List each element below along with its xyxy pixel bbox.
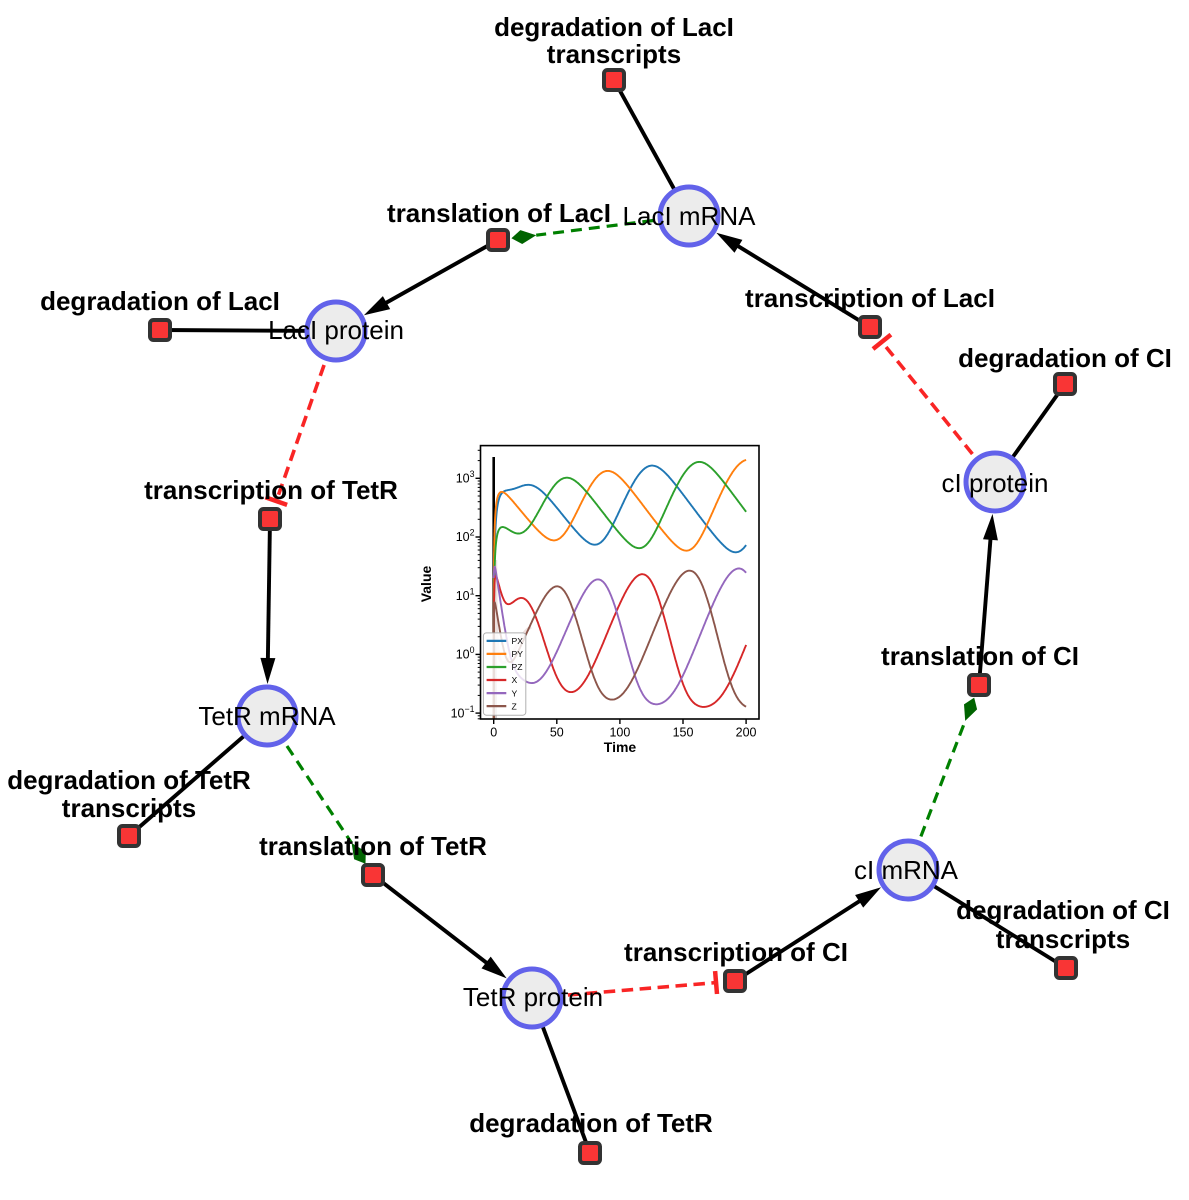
svg-text:degradation of CI: degradation of CI <box>958 343 1172 373</box>
svg-text:transcripts: transcripts <box>547 39 681 69</box>
svg-text:100: 100 <box>456 645 475 662</box>
svg-text:transcription of CI: transcription of CI <box>624 937 848 967</box>
svg-text:0: 0 <box>490 726 497 740</box>
svg-text:degradation of LacI: degradation of LacI <box>40 286 280 316</box>
svg-text:PY: PY <box>512 649 524 659</box>
svg-text:transcripts: transcripts <box>996 924 1130 954</box>
svg-text:degradation of TetR: degradation of TetR <box>469 1108 713 1138</box>
svg-text:LacI protein: LacI protein <box>268 315 404 345</box>
svg-text:translation of TetR: translation of TetR <box>259 831 487 861</box>
svg-text:transcription of LacI: transcription of LacI <box>745 283 995 313</box>
svg-text:PX: PX <box>512 636 524 646</box>
svg-text:translation of LacI: translation of LacI <box>387 198 611 228</box>
svg-text:X: X <box>512 675 518 685</box>
svg-text:LacI mRNA: LacI mRNA <box>623 201 757 231</box>
svg-text:10−1: 10−1 <box>451 704 475 721</box>
svg-text:102: 102 <box>456 528 475 545</box>
svg-text:cI mRNA: cI mRNA <box>854 855 959 885</box>
svg-text:Time: Time <box>604 739 637 755</box>
svg-text:transcription of TetR: transcription of TetR <box>144 475 398 505</box>
svg-text:50: 50 <box>550 726 564 740</box>
svg-text:transcripts: transcripts <box>62 793 196 823</box>
svg-text:degradation of TetR: degradation of TetR <box>7 765 251 795</box>
svg-text:200: 200 <box>736 726 757 740</box>
svg-text:degradation of LacI: degradation of LacI <box>494 12 734 42</box>
svg-text:translation of CI: translation of CI <box>881 641 1079 671</box>
svg-text:Z: Z <box>512 701 517 711</box>
svg-text:degradation of CI: degradation of CI <box>956 895 1170 925</box>
svg-text:Value: Value <box>418 566 434 603</box>
svg-text:103: 103 <box>456 469 475 486</box>
svg-text:100: 100 <box>609 726 630 740</box>
svg-text:PZ: PZ <box>512 662 523 672</box>
svg-text:Y: Y <box>512 688 518 698</box>
svg-text:TetR mRNA: TetR mRNA <box>198 701 336 731</box>
svg-text:150: 150 <box>673 726 694 740</box>
svg-text:TetR protein: TetR protein <box>463 982 603 1012</box>
svg-text:cI protein: cI protein <box>942 468 1049 498</box>
svg-text:101: 101 <box>456 586 475 603</box>
